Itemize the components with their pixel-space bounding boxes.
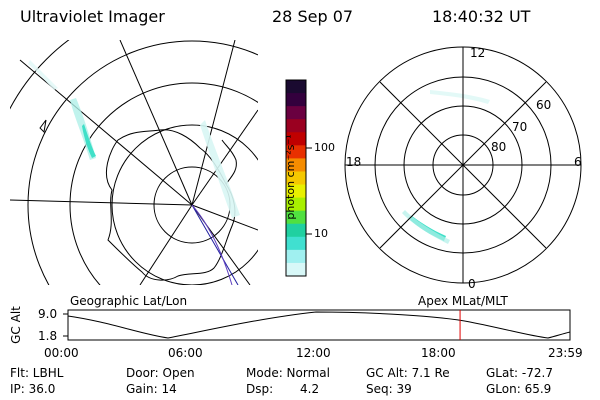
orbit-ytick-9: 9.0 bbox=[38, 307, 58, 321]
glat-info: GLat: -72.7 bbox=[486, 366, 553, 380]
glon-info: GLon: 65.9 bbox=[486, 382, 552, 396]
polar-panel-label: Apex MLat/MLT bbox=[418, 294, 508, 308]
colorbar-segment bbox=[286, 119, 306, 133]
gain-info: Gain: 14 bbox=[126, 382, 177, 396]
orbit-ytick-1.8: 1.8 bbox=[38, 329, 58, 343]
orbit-xtick-0000: 00:00 bbox=[44, 346, 79, 360]
mode-info: Mode: Normal bbox=[246, 366, 330, 380]
orbit-xtick-2359: 23:59 bbox=[548, 346, 583, 360]
gc-alt-info: GC Alt: 7.1 Re bbox=[366, 366, 450, 380]
instrument-title: Ultraviolet Imager bbox=[20, 7, 165, 26]
dsp-label: Dsp: bbox=[246, 382, 274, 396]
colorbar-segment bbox=[286, 197, 306, 212]
filter-info: Flt: LBHL bbox=[10, 366, 64, 380]
orbit-ylabel: GC Alt bbox=[9, 306, 23, 344]
geo-panel-label: Geographic Lat/Lon bbox=[70, 294, 188, 308]
colorbar-label: photon cm⁻²s⁻¹ bbox=[284, 134, 297, 220]
colorbar bbox=[285, 79, 312, 277]
mlt-label-6: 6 bbox=[574, 155, 582, 169]
ip-info: IP: 36.0 bbox=[10, 382, 56, 396]
time-label: 18:40:32 UT bbox=[432, 7, 531, 26]
colorbar-segment bbox=[286, 249, 306, 264]
colorbar-tick-100: 100 bbox=[314, 141, 335, 154]
polar-map bbox=[344, 46, 582, 284]
lat-label-80: 80 bbox=[491, 140, 507, 154]
colorbar-segment bbox=[286, 93, 306, 107]
colorbar-segment bbox=[286, 210, 306, 225]
colorbar-segment bbox=[286, 106, 306, 120]
colorbar-tick-10: 10 bbox=[314, 227, 328, 240]
mlt-label-0: 0 bbox=[468, 277, 476, 291]
colorbar-segment bbox=[286, 171, 306, 186]
colorbar-segment bbox=[286, 158, 306, 172]
geographic-map bbox=[10, 40, 258, 285]
mlt-label-18: 18 bbox=[346, 155, 362, 169]
colorbar-segment bbox=[286, 80, 306, 94]
colorbar-segment bbox=[286, 184, 306, 199]
lat-label-60: 60 bbox=[536, 98, 552, 112]
dsp-value: 4.2 bbox=[300, 382, 320, 396]
date-label: 28 Sep 07 bbox=[272, 7, 354, 26]
mlt-label-12: 12 bbox=[470, 46, 486, 60]
door-info: Door: Open bbox=[126, 366, 195, 380]
seq-info: Seq: 39 bbox=[366, 382, 412, 396]
colorbar-segment bbox=[286, 262, 306, 277]
orbit-xtick-1200: 12:00 bbox=[296, 346, 331, 360]
orbit-xtick-0600: 06:00 bbox=[168, 346, 203, 360]
orbit-xtick-1800: 18:00 bbox=[421, 346, 456, 360]
colorbar-segment bbox=[286, 145, 306, 159]
colorbar-segment bbox=[286, 236, 306, 251]
colorbar-segment bbox=[286, 132, 306, 146]
colorbar-segment bbox=[286, 223, 306, 238]
orbit-plot bbox=[63, 309, 571, 341]
lat-label-70: 70 bbox=[512, 120, 528, 134]
